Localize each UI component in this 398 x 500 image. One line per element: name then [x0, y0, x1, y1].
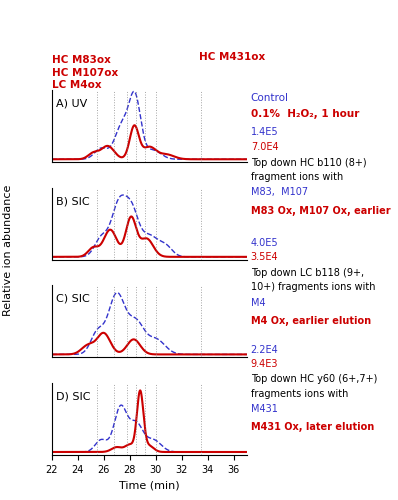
Text: M4: M4: [251, 298, 265, 308]
Text: fragment ions with: fragment ions with: [251, 172, 343, 182]
Text: B) SIC: B) SIC: [56, 196, 89, 206]
Text: Control: Control: [251, 93, 289, 103]
Text: HC M83ox: HC M83ox: [52, 55, 111, 65]
Text: Relative ion abundance: Relative ion abundance: [3, 184, 13, 316]
Text: M431 Ox, later elution: M431 Ox, later elution: [251, 422, 374, 432]
Text: 1.4E5: 1.4E5: [251, 128, 278, 138]
Text: Top down HC b110 (8+): Top down HC b110 (8+): [251, 158, 367, 168]
Text: C) SIC: C) SIC: [56, 294, 90, 304]
Text: A) UV: A) UV: [56, 98, 87, 108]
Text: 0.1%  H₂O₂, 1 hour: 0.1% H₂O₂, 1 hour: [251, 110, 359, 119]
Text: HC M107ox: HC M107ox: [52, 68, 118, 78]
Text: M83 Ox, M107 Ox, earlier: M83 Ox, M107 Ox, earlier: [251, 206, 390, 216]
Text: HC M431ox: HC M431ox: [199, 52, 265, 62]
Text: 9.4E3: 9.4E3: [251, 360, 278, 370]
Text: 4.0E5: 4.0E5: [251, 238, 278, 248]
Text: 2.2E4: 2.2E4: [251, 345, 279, 355]
Text: Top down LC b118 (9+,: Top down LC b118 (9+,: [251, 268, 364, 278]
Text: 3.5E4: 3.5E4: [251, 252, 278, 262]
Text: LC M4ox: LC M4ox: [52, 80, 101, 90]
Text: M4 Ox, earlier elution: M4 Ox, earlier elution: [251, 316, 371, 326]
Text: Top down HC y60 (6+,7+): Top down HC y60 (6+,7+): [251, 374, 377, 384]
Text: 7.0E4: 7.0E4: [251, 142, 278, 152]
Text: M83,  M107: M83, M107: [251, 188, 308, 198]
X-axis label: Time (min): Time (min): [119, 480, 179, 490]
Text: D) SIC: D) SIC: [56, 392, 90, 402]
Text: fragments ions with: fragments ions with: [251, 389, 348, 399]
Text: M431: M431: [251, 404, 278, 414]
Text: 10+) fragments ions with: 10+) fragments ions with: [251, 282, 375, 292]
